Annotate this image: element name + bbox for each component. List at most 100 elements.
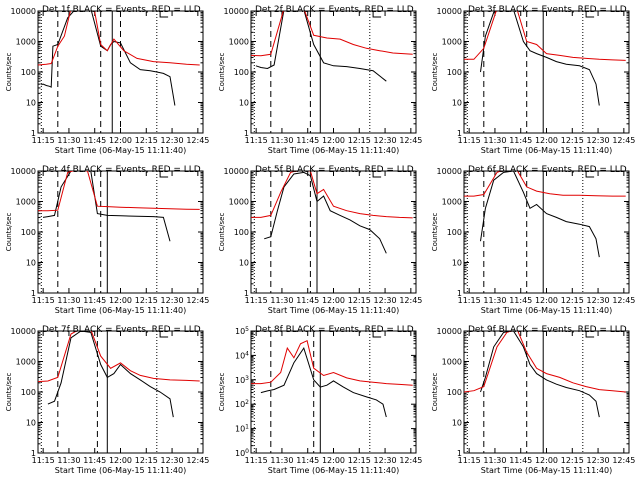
- panel-title: Det 2f BLACK = Events, RED = LLD: [255, 5, 414, 15]
- x-tick-label: 12:30: [374, 136, 397, 145]
- x-tick-label: 11:30: [270, 136, 293, 145]
- series-events: [264, 171, 387, 254]
- x-tick-label: 12:15: [348, 456, 371, 465]
- x-tick-label: 11:30: [57, 136, 80, 145]
- y-tick-label: 10: [452, 419, 462, 428]
- y-tick-label: 10000: [11, 327, 36, 336]
- y-axis-label: Counts/sec: [5, 53, 13, 92]
- marker-lines: [251, 11, 413, 133]
- y-axis-label: Counts/sec: [218, 373, 226, 412]
- y-tick-label: 1000: [229, 38, 249, 47]
- y-tick-label: 10000: [437, 167, 462, 176]
- x-tick-label: 11:15: [458, 136, 481, 145]
- corner-bracket-icon: [159, 172, 169, 178]
- y-tick-label: 103: [235, 375, 249, 385]
- panel-title: Det 7f BLACK = Events, RED = LLD: [42, 325, 201, 335]
- marker-lines: [38, 11, 200, 133]
- x-tick-label: 11:30: [483, 456, 506, 465]
- y-axis-label: Counts/sec: [5, 373, 13, 412]
- marker-lines: [38, 171, 200, 293]
- x-tick-label: 11:45: [83, 136, 106, 145]
- y-tick-label: 10000: [437, 327, 462, 336]
- x-tick-label: 12:45: [186, 456, 209, 465]
- x-tick-label: 11:15: [32, 456, 55, 465]
- y-tick-label: 10000: [11, 7, 36, 16]
- x-tick-label: 12:30: [374, 456, 397, 465]
- y-tick-label: 101: [235, 424, 249, 434]
- series-lld: [251, 339, 413, 386]
- panel-title: Det 5f BLACK = Events, RED = LLD: [255, 165, 414, 175]
- y-tick-label: 100: [21, 228, 36, 237]
- y-tick-label: 100: [447, 388, 462, 397]
- series-events: [480, 171, 600, 258]
- x-tick-label: 12:30: [161, 136, 184, 145]
- series-lld: [251, 11, 413, 57]
- x-axis-label: Start Time (06-May-15 11:11:40): [55, 466, 186, 475]
- y-tick-label: 1: [457, 129, 462, 138]
- x-tick-label: 12:45: [186, 296, 209, 305]
- x-tick-label: 12:15: [135, 456, 158, 465]
- x-tick-label: 12:15: [135, 136, 158, 145]
- panel-det-5: 1 10 100 1000 10000 11:15 11:30 11:45 12:00 12:15…: [218, 165, 422, 315]
- x-tick-label: 12:45: [612, 136, 635, 145]
- y-tick-label: 1000: [442, 358, 462, 367]
- x-tick-label: 12:15: [561, 136, 584, 145]
- marker-lines: [38, 331, 200, 453]
- panel-title: Det 6f BLACK = Events, RED = LLD: [468, 165, 627, 175]
- panel-det-9: 1 10 100 1000 10000 11:15 11:30 11:45 12:00 12:15…: [431, 325, 635, 475]
- series-lld: [38, 331, 200, 383]
- x-tick-label: 12:00: [535, 456, 558, 465]
- y-tick-label: 1000: [16, 358, 36, 367]
- corner-bracket-icon: [372, 172, 382, 178]
- y-tick-label: 1: [457, 449, 462, 458]
- x-tick-label: 11:45: [83, 296, 106, 305]
- x-tick-label: 12:00: [322, 136, 345, 145]
- x-tick-label: 11:45: [83, 456, 106, 465]
- x-tick-label: 12:00: [109, 296, 132, 305]
- series-lld: [251, 171, 413, 219]
- corner-bracket-icon: [585, 12, 595, 18]
- x-tick-label: 12:30: [161, 296, 184, 305]
- x-axis-label: Start Time (06-May-15 11:11:40): [481, 466, 612, 475]
- x-tick-label: 12:45: [399, 136, 422, 145]
- y-tick-label: 102: [235, 399, 249, 409]
- y-tick-label: 10: [26, 99, 36, 108]
- y-axis-label: Counts/sec: [218, 53, 226, 92]
- y-tick-label: 1: [31, 449, 36, 458]
- corner-bracket-icon: [585, 172, 595, 178]
- panel-det-2: 1 10 100 1000 10000 11:15 11:30 11:45 12:00 12:15…: [218, 5, 422, 155]
- x-axis-label: Start Time (06-May-15 11:11:40): [55, 146, 186, 155]
- x-tick-label: 12:30: [161, 456, 184, 465]
- y-tick-label: 10000: [11, 167, 36, 176]
- panel-det-7: 1 10 100 1000 10000 11:15 11:30 11:45 12:00 12:15…: [5, 325, 209, 475]
- y-tick-label: 100: [21, 388, 36, 397]
- x-tick-label: 11:30: [483, 136, 506, 145]
- x-tick-label: 11:15: [245, 456, 268, 465]
- panel-title: Det 4f BLACK = Events, RED = LLD: [42, 165, 201, 175]
- y-tick-label: 1000: [16, 38, 36, 47]
- x-tick-label: 12:45: [399, 456, 422, 465]
- x-tick-label: 11:15: [32, 136, 55, 145]
- y-tick-label: 105: [235, 326, 249, 336]
- x-tick-label: 12:00: [109, 456, 132, 465]
- x-axis-label: Start Time (06-May-15 11:11:40): [268, 306, 399, 315]
- x-tick-label: 12:30: [587, 136, 610, 145]
- series-events: [480, 331, 600, 418]
- y-tick-label: 1000: [442, 198, 462, 207]
- y-tick-label: 100: [234, 228, 249, 237]
- y-tick-label: 10000: [224, 7, 249, 16]
- marker-lines: [251, 171, 413, 293]
- y-tick-label: 104: [235, 350, 249, 360]
- y-tick-label: 10: [239, 99, 249, 108]
- series-events: [47, 331, 174, 418]
- corner-bracket-icon: [372, 332, 382, 338]
- x-tick-label: 11:30: [57, 456, 80, 465]
- panel-title: Det 8f BLACK = Events, RED = LLD: [255, 325, 414, 335]
- y-axis-label: Counts/sec: [431, 213, 439, 252]
- x-tick-label: 12:00: [109, 136, 132, 145]
- y-tick-label: 10000: [437, 7, 462, 16]
- y-tick-label: 1: [31, 129, 36, 138]
